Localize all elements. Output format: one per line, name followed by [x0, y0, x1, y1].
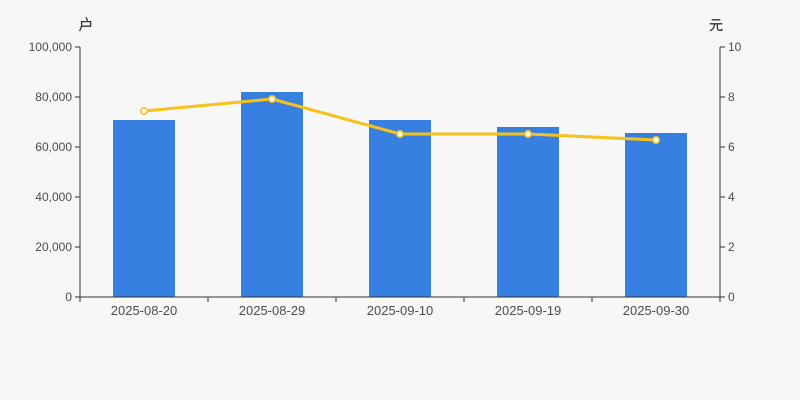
- x-axis-category-label: 2025-08-20: [111, 303, 178, 318]
- y-axis-left-tick-label: 0: [65, 290, 72, 304]
- y-axis-left-tick-label: 40,000: [35, 190, 72, 204]
- y-axis-left-tick-label: 100,000: [29, 40, 73, 54]
- bar[interactable]: [497, 127, 559, 297]
- bar[interactable]: [369, 120, 431, 297]
- data-point[interactable]: [651, 136, 660, 145]
- y-axis-right-tick-label: 2: [728, 240, 735, 254]
- y-axis-left-tick-label: 20,000: [35, 240, 72, 254]
- right-axis-unit-label: [709, 19, 723, 32]
- y-axis-right-tick-label: 10: [728, 40, 742, 54]
- x-axis-category-label: 2025-08-29: [239, 303, 306, 318]
- line-series: [140, 95, 660, 145]
- x-axis-category-label: 2025-09-19: [495, 303, 562, 318]
- x-axis-category-label: 2025-09-30: [623, 303, 690, 318]
- bar-series: [113, 92, 687, 297]
- data-point[interactable]: [140, 107, 149, 116]
- y-axis-right-tick-label: 8: [728, 90, 735, 104]
- bar[interactable]: [113, 120, 175, 297]
- y-axis-right-tick-label: 0: [728, 290, 735, 304]
- bar[interactable]: [625, 133, 687, 297]
- axes: 0 20,000 40,000 60,000 80,000 100,000 0 2 4 6 8 10 2…: [29, 40, 742, 318]
- left-axis-unit-label: [79, 17, 92, 32]
- data-point[interactable]: [523, 130, 532, 139]
- y-axis-right-tick-label: 6: [728, 140, 735, 154]
- x-axis-category-label: 2025-09-10: [367, 303, 434, 318]
- y-axis-right-tick-label: 4: [728, 190, 735, 204]
- data-point[interactable]: [395, 130, 404, 139]
- data-point[interactable]: [267, 95, 276, 104]
- y-axis-left-tick-label: 60,000: [35, 140, 72, 154]
- bar[interactable]: [241, 92, 303, 297]
- y-axis-left-tick-label: 80,000: [35, 90, 72, 104]
